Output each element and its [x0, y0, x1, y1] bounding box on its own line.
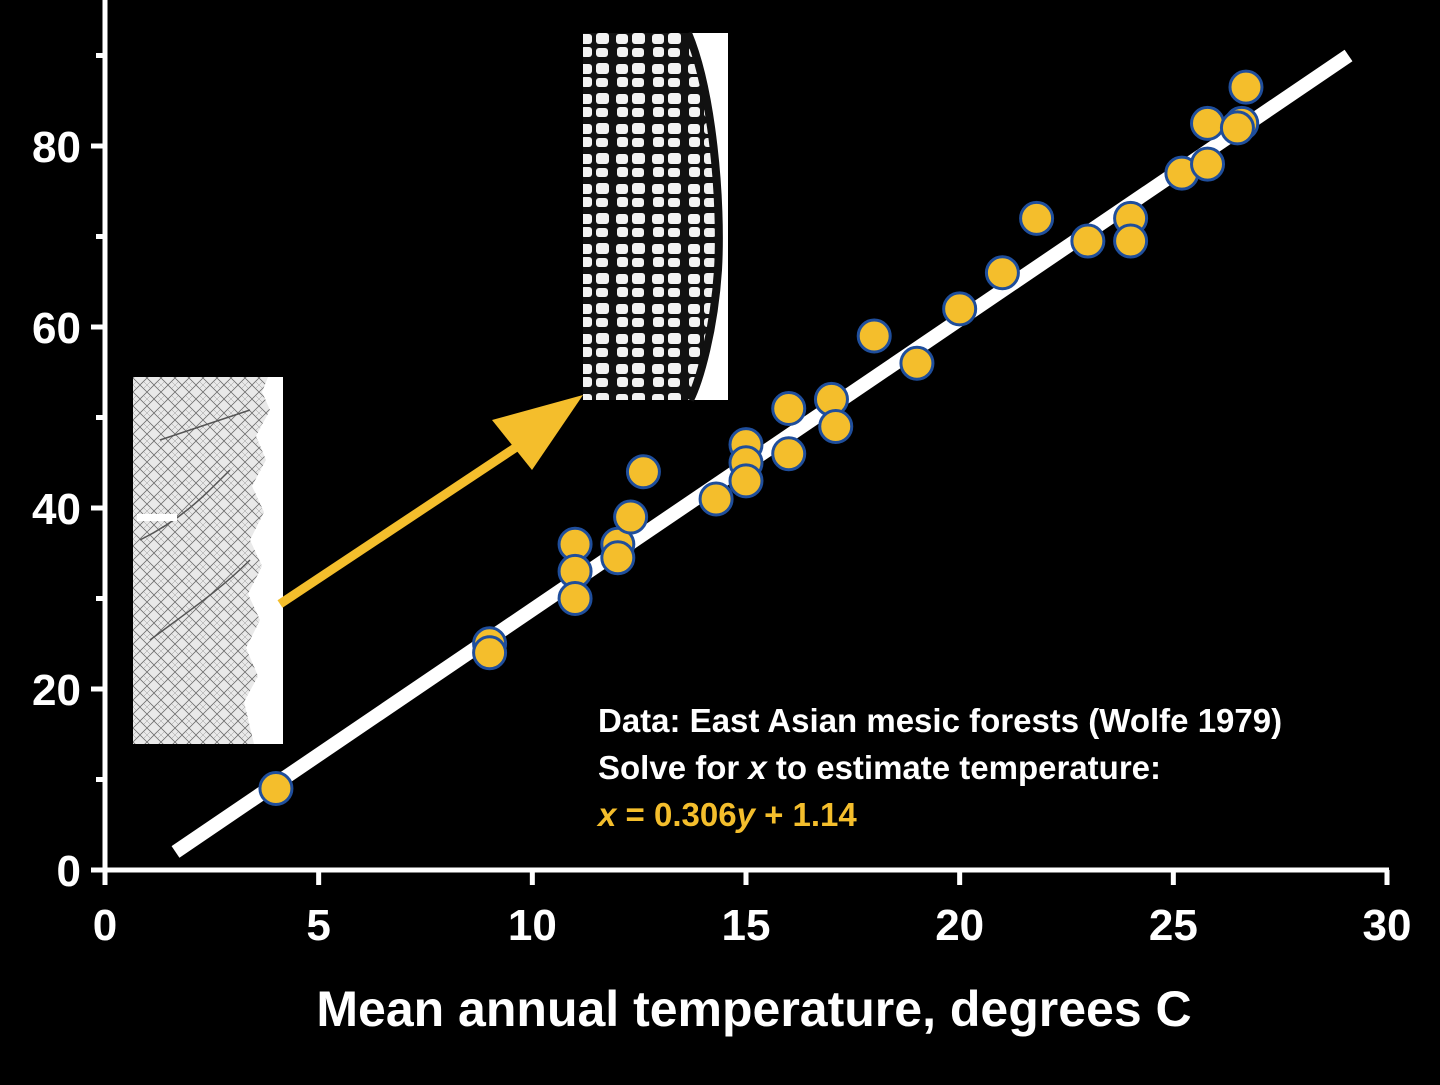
solve-prefix: Solve for — [598, 749, 748, 786]
arrow-annotation — [277, 395, 583, 608]
equation-y: y — [735, 796, 757, 833]
data-point — [856, 318, 892, 354]
regression-equation: x = 0.306y + 1.14 — [596, 796, 857, 833]
data-source-note: Data: East Asian mesic forests (Wolfe 19… — [598, 702, 1282, 739]
data-point — [818, 409, 854, 445]
smooth-leaf-margin — [684, 31, 723, 402]
y-tick-label: 0 — [57, 847, 81, 896]
data-point — [984, 255, 1020, 291]
data-points — [258, 69, 1264, 807]
smooth-leaf-blade — [583, 33, 719, 400]
equation-intercept: + 1.14 — [755, 796, 857, 833]
data-point — [771, 436, 807, 472]
data-point — [258, 771, 294, 807]
solve-variable: x — [746, 749, 768, 786]
data-point — [600, 540, 636, 576]
y-tick-label: 80 — [32, 123, 81, 172]
annotation-block: Data: East Asian mesic forests (Wolfe 19… — [596, 702, 1282, 833]
x-axis-title: Mean annual temperature, degrees C — [316, 981, 1191, 1037]
data-point — [1219, 110, 1255, 146]
x-tick-label: 5 — [306, 901, 330, 950]
solve-instruction: Solve for x to estimate temperature: — [598, 749, 1161, 786]
data-point — [557, 581, 593, 616]
x-tick-label: 30 — [1363, 901, 1412, 950]
toothed-leaf-blade — [133, 377, 270, 744]
data-point — [625, 454, 661, 490]
solve-suffix: to estimate temperature: — [767, 749, 1161, 786]
y-tick-label: 60 — [32, 304, 81, 353]
arrow-head — [492, 395, 583, 470]
x-tick-label: 20 — [935, 901, 984, 950]
arrow-shaft — [277, 434, 533, 608]
data-point — [728, 463, 764, 499]
data-point — [771, 390, 807, 426]
smooth-leaf-inset-image — [583, 31, 728, 402]
x-tick-label: 25 — [1149, 901, 1198, 950]
data-point — [899, 345, 935, 381]
axes: 0 20 40 60 80 0 5 10 15 20 25 30 — [32, 0, 1411, 950]
y-tick-label: 40 — [32, 485, 81, 534]
x-tick-label: 0 — [93, 901, 117, 950]
data-point — [472, 635, 508, 671]
data-point — [1070, 223, 1106, 259]
x-tick-label: 10 — [508, 901, 557, 950]
equation-coefficient: = 0.306 — [616, 796, 736, 833]
data-point — [1228, 69, 1264, 105]
toothed-leaf-inset-image — [133, 377, 283, 744]
data-point — [698, 481, 734, 517]
leaf-tear-mark — [137, 514, 177, 521]
data-point — [1190, 146, 1226, 182]
regression-fit-line — [171, 49, 1353, 858]
data-point — [1190, 105, 1226, 141]
data-point — [942, 291, 978, 327]
x-tick-label: 15 — [722, 901, 771, 950]
data-point — [613, 499, 649, 535]
data-point — [1019, 200, 1055, 236]
data-point — [1113, 223, 1149, 259]
y-tick-label: 20 — [32, 666, 81, 715]
equation-x: x — [596, 796, 618, 833]
leaf-vein-lines — [139, 409, 251, 641]
